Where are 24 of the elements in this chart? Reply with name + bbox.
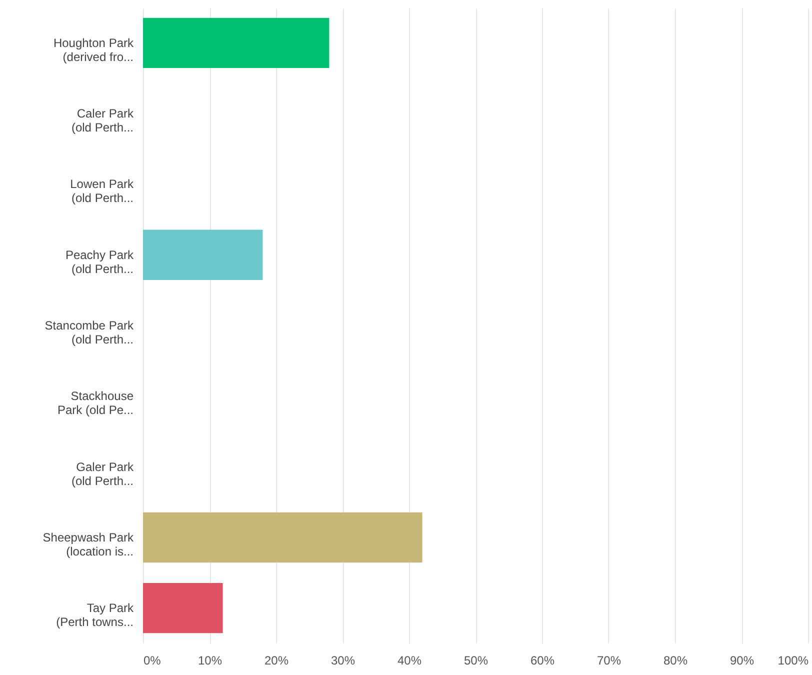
y-tick-label: Sheepwash Park (location is... [42, 530, 134, 558]
x-tick-label: 70% [596, 654, 622, 668]
x-tick-label: 0% [144, 654, 162, 668]
y-tick-label: Stancombe Park (old Perth... [44, 318, 134, 346]
bar [143, 512, 422, 562]
x-tick-label: 90% [730, 654, 754, 668]
x-tick-label: 30% [330, 654, 356, 668]
x-tick-label: 60% [530, 654, 555, 668]
y-tick-label: Stackhouse Park (old Pe... [57, 389, 134, 418]
y-tick-label: Galer Park (old Perth... [71, 460, 134, 488]
y-tick-label: Lowen Park (old Perth... [70, 177, 134, 206]
x-tick-label: 50% [464, 654, 488, 668]
x-tick-label: 40% [397, 654, 422, 668]
bar [143, 230, 263, 280]
y-tick-label: Houghton Park (derived fro... [53, 36, 134, 64]
y-tick-label: Caler Park (old Perth... [71, 106, 134, 135]
x-tick-label: 10% [198, 654, 222, 668]
x-tick-label: 20% [264, 654, 289, 668]
bar [143, 18, 330, 68]
bar [143, 582, 223, 634]
x-tick-label: 100% [778, 654, 809, 668]
y-tick-label: Peachy Park (old Perth... [65, 248, 134, 276]
x-tick-label: 80% [663, 654, 688, 668]
y-tick-label: Tay Park (Perth towns... [56, 601, 134, 630]
